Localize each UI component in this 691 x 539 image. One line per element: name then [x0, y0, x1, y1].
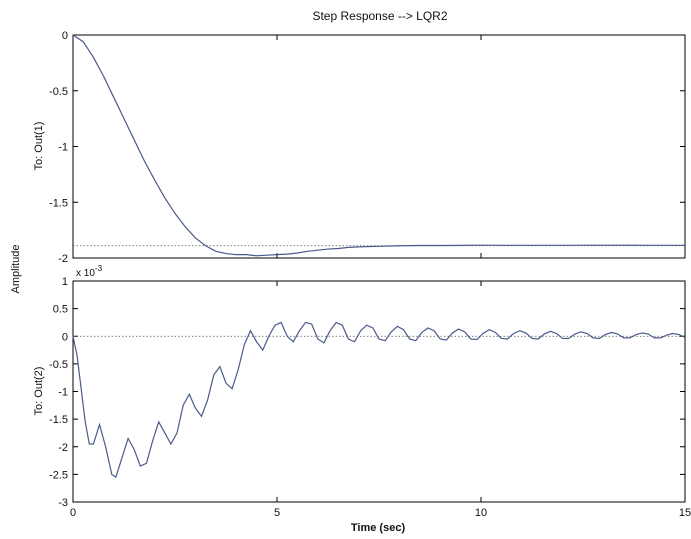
x-tick-label: 5: [274, 507, 280, 519]
x-tick-label: 15: [679, 507, 691, 519]
y-tick-label: -2.5: [49, 469, 68, 481]
bottom-axes-frame: [72, 280, 686, 503]
x-ticks: 0 5 10 15: [70, 507, 691, 519]
y-tick-label: -2: [58, 442, 68, 454]
top-axes-frame: [72, 34, 686, 259]
y-axis-label: Amplitude: [10, 245, 22, 294]
y-tick-label: -1.5: [49, 414, 68, 426]
bottom-subplot-ylabel: To: Out(2): [33, 367, 45, 416]
y-tick-label: 0: [62, 30, 68, 42]
y-tick-label: 1: [62, 276, 68, 288]
x-axis-label: Time (sec): [351, 522, 406, 534]
x-tick-label: 10: [475, 507, 487, 519]
y-tick-label: -1: [58, 387, 68, 399]
top-subplot-ylabel: To: Out(1): [33, 122, 45, 171]
x-tick-label: 0: [70, 507, 76, 519]
y-tick-label: 0: [62, 331, 68, 343]
top-y-ticks: 0 -0.5 -1 -1.5 -2: [49, 30, 686, 265]
y-tick-label: 0.5: [53, 304, 68, 316]
y-tick-label: -1.5: [49, 197, 68, 209]
y-tick-label: -3: [58, 497, 68, 509]
y-tick-label: -2: [58, 253, 68, 265]
y-tick-label: -1: [58, 142, 68, 154]
out2-response-line: [72, 321, 686, 479]
exponent-label: x 10-3: [76, 264, 103, 279]
out1-response-line: [72, 34, 685, 257]
y-tick-label: -0.5: [49, 359, 68, 371]
chart-title: Step Response --> LQR2: [312, 9, 447, 23]
y-tick-label: -0.5: [49, 86, 68, 98]
bottom-y-ticks: 1 0.5 0 -0.5 -1 -1.5 -2 -2.5 -3: [49, 276, 686, 509]
